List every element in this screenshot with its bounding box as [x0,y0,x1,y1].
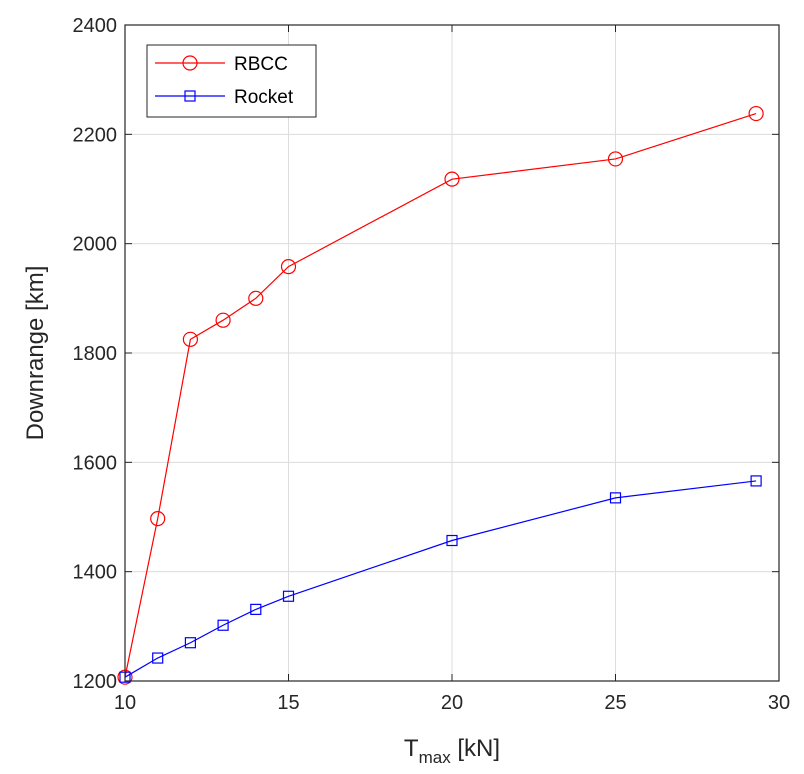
x-tick-label: 25 [604,692,626,714]
x-tick-label: 30 [768,692,790,714]
data-point-rocket [609,492,622,504]
series-layer [117,105,764,685]
y-tick-label: 1800 [73,343,118,365]
series-rocket [119,475,762,683]
series-line-rocket [124,480,757,678]
data-point-rbcc [607,151,624,167]
data-point-rocket [217,619,229,631]
ticks: 10 15 20 25 30 1200 1400 1600 1800 2000 2200 2400 [73,15,791,714]
x-tick-label: 10 [114,692,136,714]
y-tick-label: 1200 [73,671,118,693]
data-point-rocket [184,637,196,649]
data-point-rbcc [215,312,231,328]
x-axis-title-main: T [404,735,419,762]
legend-label-rocket: Rocket [234,87,294,108]
series-line-rbcc [124,112,757,678]
x-axis-title-unit: [kN] [451,735,500,762]
legend-entry-rocket: Rocket [155,87,294,108]
y-tick-label: 2200 [73,124,118,146]
legend-entry-rbcc: RBCC [155,54,288,75]
y-axis-title: Downrange [km] [22,266,49,441]
series-rbcc [117,105,764,685]
data-point-rocket [250,603,262,615]
data-point-rocket [152,652,164,664]
legend: RBCC Rocket [146,44,317,118]
grid [125,25,779,681]
legend-marker-rocket [184,90,196,102]
x-tick-label: 20 [441,692,463,714]
y-tick-label: 1600 [73,452,118,474]
legend-label-rbcc: RBCC [234,54,288,75]
data-point-rbcc [248,290,264,306]
data-point-rbcc [182,331,198,347]
data-point-rbcc [280,259,297,275]
data-point-rocket [282,590,295,602]
data-point-rbcc [150,511,166,527]
x-axis-title: Tmax [kN] [404,735,500,767]
x-axis-title-subscript: max [419,748,452,767]
x-tick-label: 15 [277,692,299,714]
y-tick-label: 2400 [73,15,118,37]
legend-marker-rbcc [182,55,198,71]
legend-box [146,44,317,118]
data-point-rbcc [748,105,764,122]
y-tick-label: 1400 [73,562,118,584]
data-point-rocket [750,475,762,487]
y-tick-label: 2000 [73,234,118,256]
data-point-rbcc [444,171,460,187]
data-point-rocket [446,534,458,547]
